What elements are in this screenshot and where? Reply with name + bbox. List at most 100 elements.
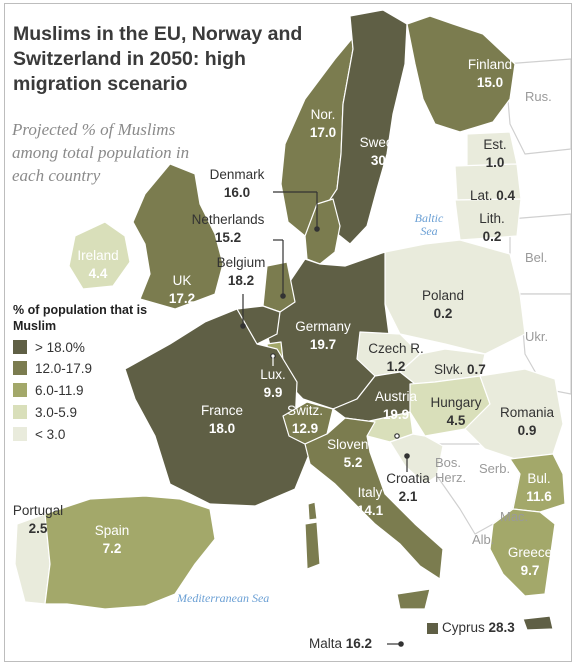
country-name: Nor. (310, 107, 336, 122)
legend-label: 12.0-17.9 (35, 361, 93, 376)
country-label-switzerland: Switz. 12.9 (279, 402, 331, 438)
legend-label: 6.0-11.9 (35, 383, 84, 398)
country-value: 12.9 (291, 421, 319, 436)
leader-dot-netherlands (280, 293, 286, 299)
leader-dot-croatia (404, 453, 410, 459)
country-value: 1.2 (386, 359, 406, 374)
country-value: 16.2 (345, 636, 373, 651)
country-value: 0.2 (433, 306, 453, 321)
country-label-czech: Czech R. 1.2 (363, 340, 429, 376)
country-value: 2.1 (398, 489, 418, 504)
country-name: Croatia (386, 471, 430, 486)
country-value: 4.5 (446, 413, 466, 428)
country-value: 15.2 (214, 230, 242, 245)
country-label-poland: Poland 0.2 (410, 287, 476, 323)
label-russia: Rus. (525, 89, 552, 104)
legend-label: > 18.0% (35, 340, 85, 355)
country-value: 17.0 (309, 125, 337, 140)
chart-subtitle: Projected % of Muslims among total popul… (12, 120, 190, 185)
leader-dot-slovenia (394, 433, 400, 439)
legend-swatch (13, 427, 27, 441)
legend-swatch (13, 361, 27, 375)
region-ireland (68, 221, 131, 290)
country-value: 0.7 (467, 362, 486, 377)
country-name: Bul. (527, 471, 551, 486)
country-value: 19.7 (309, 337, 337, 352)
country-value: 28.3 (488, 620, 515, 635)
country-value: 7.2 (102, 541, 122, 556)
country-name: Switz. (286, 403, 323, 418)
label-macedonia: Mac. (500, 509, 529, 524)
region-sardinia (304, 521, 321, 570)
country-label-france: France 18.0 (191, 402, 253, 438)
country-name: Germany (295, 319, 351, 334)
country-name: Slvk. (434, 362, 464, 377)
country-label-lithuania: Lith. 0.2 (471, 210, 513, 246)
country-name: UK (172, 273, 192, 288)
country-value: 0.9 (517, 423, 537, 438)
country-value: 19.9 (382, 407, 410, 422)
region-netherlands (262, 261, 296, 313)
chart-title: Muslims in the EU, Norway and Switzerlan… (13, 23, 303, 95)
leader-dot-denmark (314, 226, 320, 232)
country-value: 14.1 (356, 503, 384, 518)
country-label-romania: Romania 0.9 (489, 404, 565, 440)
country-name: Austria (374, 389, 418, 404)
country-name: Romania (499, 405, 555, 420)
country-label-belgium: Belgium 18.2 (209, 254, 273, 290)
legend-label: 3.0-5.9 (35, 405, 78, 420)
country-value: 0.4 (496, 188, 516, 203)
country-value: 1.0 (485, 155, 505, 170)
country-name: Lat. (470, 188, 493, 203)
country-value: 18.0 (208, 421, 236, 436)
region-poland (384, 239, 526, 355)
country-name: Finland (467, 57, 513, 72)
label-bosnia: Bos. Herz. (435, 455, 467, 485)
country-value: 30.6 (370, 153, 398, 168)
label-albania: Alb. (472, 532, 495, 547)
label-ukraine: Ukr. (525, 329, 549, 344)
legend-item: 6.0-11.9 (13, 383, 84, 399)
europe-map (14, 9, 571, 647)
country-label-austria: Austria 19.9 (365, 388, 427, 424)
label-mediterranean-sea: Mediterranean Sea (177, 591, 270, 605)
country-name: Slovenia (327, 437, 379, 452)
country-value: 9.7 (520, 563, 540, 578)
country-name: Malta (309, 636, 343, 651)
legend-title: % of population that is Muslim (13, 303, 148, 333)
country-label-hungary: Hungary 4.5 (423, 394, 489, 430)
country-label-uk: UK 17.2 (157, 272, 207, 308)
country-value: 5.2 (343, 455, 363, 470)
country-name: Greece (507, 545, 553, 560)
legend-item: < 3.0 (13, 427, 65, 443)
region-italy (304, 417, 444, 580)
country-name: Czech R. (368, 341, 424, 356)
region-sweden (326, 9, 408, 245)
country-label-denmark: Denmark 16.0 (201, 166, 273, 202)
country-name: Ireland (77, 248, 119, 263)
region-cyprus (522, 615, 554, 631)
country-value: 9.9 (263, 385, 283, 400)
country-label-sweden: Sweden 30.6 (353, 134, 415, 170)
country-value: 11.6 (526, 489, 552, 504)
label-baltic-sea: Baltic Sea (414, 211, 444, 238)
country-name: Cyprus (442, 620, 485, 635)
region-russia (504, 58, 571, 155)
country-label-croatia: Croatia 2.1 (375, 470, 441, 506)
country-value: 0.2 (482, 229, 502, 244)
region-sicily (396, 588, 431, 610)
country-label-italy: Italy 14.1 (343, 484, 397, 520)
country-value: 17.2 (168, 291, 196, 306)
country-value: 18.2 (227, 273, 255, 288)
country-name: Poland (421, 288, 465, 303)
legend-item: > 18.0% (13, 340, 85, 356)
country-label-germany: Germany 19.7 (287, 318, 359, 354)
country-name: Spain (94, 523, 130, 538)
cyprus-swatch (427, 623, 438, 634)
region-corsica (307, 501, 318, 521)
region-bulgaria (509, 453, 566, 513)
legend-swatch (13, 405, 27, 419)
country-label-luxembourg: Lux. 9.9 (251, 366, 295, 402)
legend-item: 3.0-5.9 (13, 405, 77, 421)
country-label-slovakia: Slvk. 0.7 (434, 362, 486, 377)
